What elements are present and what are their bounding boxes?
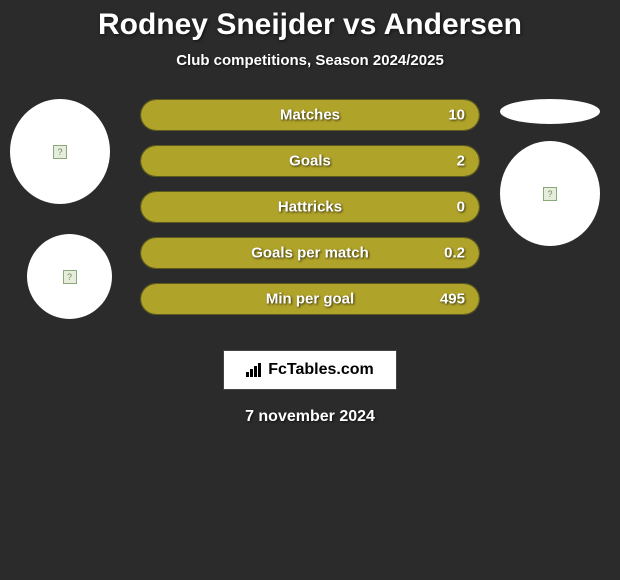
date-text: 7 november 2024 [0,408,620,426]
bar-value: 10 [448,107,465,124]
bar-value: 0 [457,199,465,216]
bar-label: Hattricks [278,199,342,216]
footer: FcTables.com 7 november 2024 [0,350,620,426]
bar-label: Goals [289,153,331,170]
logo-text: FcTables.com [268,361,374,378]
page-title: Rodney Sneijder vs Andersen [0,0,620,42]
image-placeholder-icon: ? [543,187,557,201]
bar-chart-icon [246,363,264,377]
stat-bar: Hattricks 0 [140,191,480,223]
player-avatar-placeholder: ? [10,99,110,204]
stat-bar: Matches 10 [140,99,480,131]
player-avatar-placeholder: ? [27,234,112,319]
stat-bar: Goals per match 0.2 [140,237,480,269]
stat-bar: Min per goal 495 [140,283,480,315]
image-placeholder-icon: ? [53,145,67,159]
bar-label: Goals per match [251,245,369,262]
stat-bars: Matches 10 Goals 2 Hattricks 0 Goals per… [140,99,480,329]
bar-value: 0.2 [444,245,465,262]
bar-value: 495 [440,291,465,308]
player-avatar-placeholder: ? [500,141,600,246]
source-logo: FcTables.com [223,350,397,390]
bar-value: 2 [457,153,465,170]
page-subtitle: Club competitions, Season 2024/2025 [0,52,620,69]
bar-label: Matches [280,107,340,124]
stat-bar: Goals 2 [140,145,480,177]
bar-label: Min per goal [266,291,354,308]
decorative-ellipse [500,99,600,124]
image-placeholder-icon: ? [63,270,77,284]
